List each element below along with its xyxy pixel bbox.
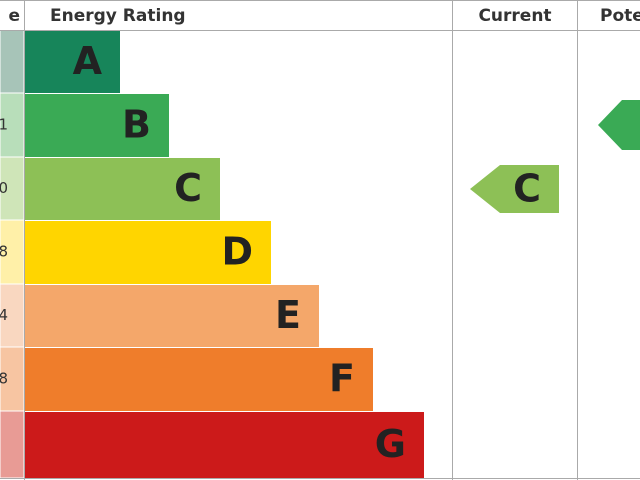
band-letter: A: [73, 39, 103, 83]
current-letter: C: [513, 167, 541, 211]
score-cell: [0, 410, 25, 479]
band-bar: [25, 412, 424, 478]
band-bar: [25, 221, 271, 284]
band-score: 1: [0, 116, 8, 134]
score-cell: [0, 92, 25, 158]
band-score: 8: [0, 370, 8, 388]
band-bar: [25, 348, 373, 411]
current-header: Current: [478, 6, 551, 26]
score-cell: [0, 283, 25, 348]
band-score: 4: [0, 306, 8, 324]
rating-header: Energy Rating: [50, 6, 186, 26]
band-score: 8: [0, 243, 8, 261]
current-arrow: [470, 165, 559, 213]
score-header: e: [8, 6, 20, 26]
score-cell: [0, 219, 25, 285]
band-bar: [25, 285, 319, 347]
bands: AB 1 C 0 D 8 E 4 F 8 G: [0, 29, 424, 479]
band-letter: D: [221, 230, 253, 274]
band-bar: [25, 31, 120, 93]
potential-header: Pote: [600, 6, 640, 26]
band-bar: [25, 94, 169, 157]
band-letter: G: [375, 422, 406, 466]
band-letter: E: [275, 293, 301, 337]
band-score: 0: [0, 179, 8, 197]
potential-arrow: [598, 100, 640, 150]
band-letter: B: [122, 103, 151, 147]
score-cell: [0, 29, 25, 94]
band-letter: F: [329, 357, 355, 401]
band-letter: C: [174, 166, 202, 210]
band-bar: [25, 158, 220, 220]
